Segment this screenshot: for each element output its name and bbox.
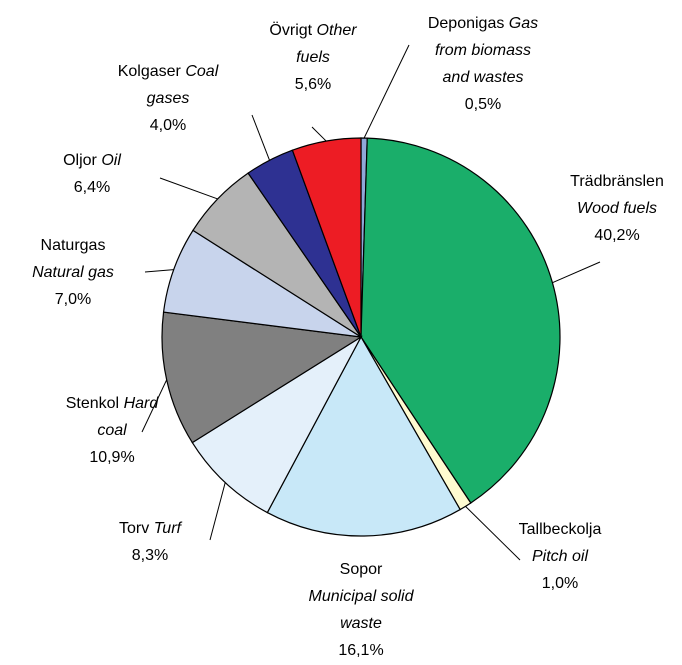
- label-value: 1,0%: [541, 575, 579, 592]
- leader-line: [159, 177, 218, 200]
- label-translation: Municipal solid waste: [308, 588, 414, 632]
- label-value: 5,6%: [294, 76, 332, 93]
- leader-line: [363, 44, 410, 139]
- label-name: Naturgas: [40, 237, 106, 254]
- label-name: Kolgaser: [117, 63, 181, 80]
- label-name: Oljor: [63, 152, 97, 169]
- slice-label: Trädbränslen Wood fuels 40,2%: [562, 168, 672, 249]
- label-value: 10,9%: [89, 449, 135, 466]
- slice-label: Oljor Oil 6,4%: [37, 147, 147, 201]
- slice-label: Övrigt Other fuels 5,6%: [258, 17, 368, 98]
- leader-line: [209, 482, 226, 541]
- label-value: 16,1%: [338, 642, 384, 659]
- slice-label: Kolgaser Coal gases 4,0%: [103, 58, 233, 139]
- leader-line: [251, 114, 271, 161]
- slice-label: Stenkol Hard coal 10,9%: [52, 390, 172, 471]
- slice-label: Torv Turf 8,3%: [95, 515, 205, 569]
- label-translation: Other fuels: [296, 22, 357, 66]
- label-value: 0,5%: [464, 96, 502, 113]
- label-name: Övrigt: [269, 22, 313, 39]
- label-translation: Pitch oil: [531, 548, 589, 565]
- leader-line: [144, 269, 174, 273]
- label-name: Sopor: [339, 561, 383, 578]
- slice-label: Tallbeckolja Pitch oil 1,0%: [505, 516, 615, 597]
- label-translation: Turf: [153, 520, 181, 537]
- label-value: 4,0%: [149, 117, 187, 134]
- pie-slice: [191, 335, 363, 514]
- label-translation: Gas from biomass and wastes: [434, 15, 539, 86]
- label-name: Tallbeckolja: [518, 521, 602, 538]
- label-name: Torv: [119, 520, 150, 537]
- leader-line: [311, 126, 327, 142]
- label-value: 8,3%: [131, 547, 169, 564]
- label-translation: Wood fuels: [576, 200, 658, 217]
- label-value: 7,0%: [54, 291, 92, 308]
- leader-line: [141, 379, 168, 433]
- pie-slice: [266, 335, 461, 537]
- slice-label: Naturgas Natural gas 7,0%: [18, 232, 128, 313]
- label-translation: Hard coal: [97, 395, 159, 439]
- leader-line: [465, 505, 521, 561]
- label-name: Deponigas: [427, 15, 505, 32]
- label-translation: Coal gases: [146, 63, 219, 107]
- label-value: 40,2%: [594, 227, 640, 244]
- label-translation: Oil: [101, 152, 121, 169]
- label-name: Stenkol: [65, 395, 120, 412]
- leader-line: [552, 261, 601, 284]
- label-name: Trädbränslen: [570, 173, 664, 190]
- label-value: 6,4%: [73, 179, 111, 196]
- label-translation: Natural gas: [32, 264, 114, 281]
- slice-label: Sopor Municipal solid waste 16,1%: [306, 556, 416, 664]
- slice-label: Deponigas Gas from biomass and wastes 0,5…: [421, 10, 546, 118]
